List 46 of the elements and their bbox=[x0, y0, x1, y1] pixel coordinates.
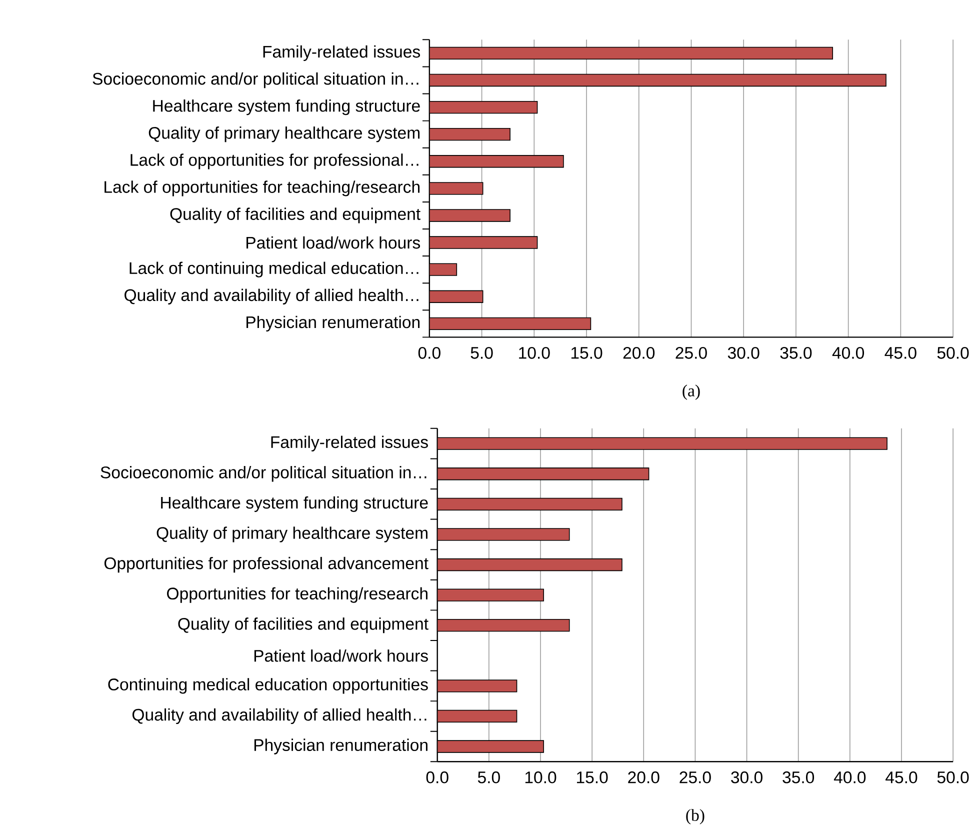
x-tick-label: 40.0 bbox=[832, 346, 864, 359]
y-tick-label: Quality of facilities and equipment bbox=[178, 618, 428, 634]
x-tick-label: 45.0 bbox=[884, 346, 916, 359]
x-tick-label: 25.0 bbox=[680, 771, 711, 784]
y-tick-label: Patient load/work hours bbox=[254, 649, 428, 662]
y-tick-label: Quality of primary healthcare system bbox=[148, 126, 420, 142]
y-tick-label: Socioeconomic and/or political situation in… bbox=[100, 466, 426, 482]
y-tick-label: Quality of facilities and equipment bbox=[170, 208, 420, 224]
y-tick-label: Lack of opportunities for teaching/research bbox=[104, 180, 420, 196]
y-tick-label: Quality and availability of allied health… bbox=[132, 708, 426, 724]
x-tick-label: 20.0 bbox=[623, 346, 655, 359]
y-tick-label: Family-related issues bbox=[271, 436, 428, 452]
x-tick-label: 0.0 bbox=[418, 346, 440, 359]
y-tick-label: Patient load/work hours bbox=[246, 236, 420, 249]
y-tick-label: Lack of opportunities for professional… bbox=[130, 154, 418, 170]
x-tick-label: 15.0 bbox=[571, 346, 602, 359]
x-tick-label: 30.0 bbox=[728, 346, 760, 359]
y-tick-label: Opportunities for teaching/research bbox=[167, 587, 428, 603]
y-tick-label: Healthcare system funding structure bbox=[161, 496, 428, 512]
x-tick-label: 35.0 bbox=[780, 346, 812, 359]
x-tick-label: 5.0 bbox=[470, 346, 493, 359]
x-tick-label: 40.0 bbox=[834, 771, 866, 784]
x-tick-label: 50.0 bbox=[937, 771, 969, 784]
y-tick-label: Quality of primary healthcare system bbox=[156, 526, 428, 542]
x-tick-label: 20.0 bbox=[628, 771, 660, 784]
text: (a) bbox=[682, 384, 700, 400]
x-tick-label: 25.0 bbox=[676, 346, 707, 359]
y-tick-label: Quality and availability of allied health… bbox=[124, 288, 418, 304]
x-tick-label: 35.0 bbox=[782, 771, 814, 784]
y-tick-label: Healthcare system funding structure bbox=[153, 99, 420, 116]
x-tick-label: 10.0 bbox=[525, 771, 556, 784]
x-tick-label: 15.0 bbox=[577, 771, 608, 784]
y-tick-label: Physician renumeration bbox=[246, 316, 420, 332]
x-tick-label: 10.0 bbox=[519, 346, 550, 359]
x-tick-label: 45.0 bbox=[886, 771, 918, 784]
y-tick-label: Family-related issues bbox=[263, 45, 420, 62]
x-tick-label: 50.0 bbox=[937, 346, 969, 359]
y-tick-label: Socioeconomic and/or political situation in… bbox=[92, 72, 418, 88]
y-tick-label: Continuing medical education opportunities bbox=[108, 678, 428, 694]
y-tick-label: Opportunities for professional advancement bbox=[104, 556, 428, 573]
x-tick-label: 0.0 bbox=[426, 771, 448, 784]
x-tick-label: 30.0 bbox=[731, 771, 762, 784]
y-tick-label: Lack of continuing medical education… bbox=[130, 262, 418, 278]
x-tick-label: 5.0 bbox=[478, 771, 500, 784]
text: (b) bbox=[686, 809, 704, 824]
y-tick-label: Physician renumeration bbox=[254, 738, 428, 754]
